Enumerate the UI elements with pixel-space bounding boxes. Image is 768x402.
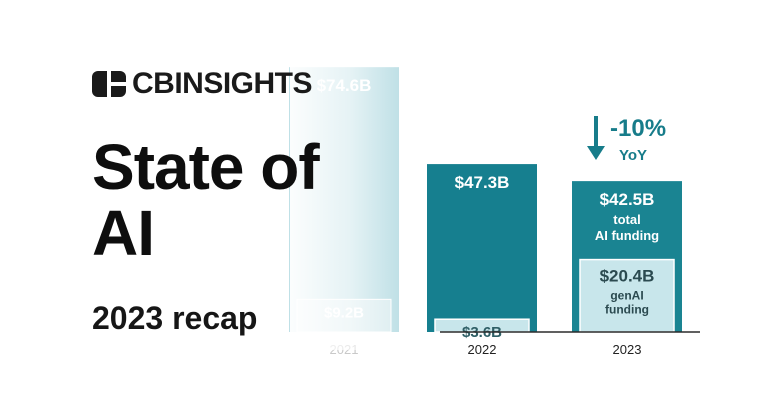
x-tick-label-2022: 2022 <box>468 342 497 357</box>
page-title: State of AI <box>92 131 320 269</box>
total-funding-label-line-2: AI funding <box>595 228 659 243</box>
genai-funding-label-line-1: genAI <box>610 289 643 303</box>
brand-name: CBINSIGHTS <box>132 67 313 100</box>
yoy-change-period: YoY <box>619 147 647 164</box>
x-tick-label-2023: 2023 <box>613 342 642 357</box>
total-value-label-2023: $42.5B <box>600 190 655 209</box>
total-funding-label-line-1: total <box>613 212 640 227</box>
cb-insights-logo: CBINSIGHTS <box>92 66 313 102</box>
subtitle: 2023 recap <box>92 300 258 336</box>
text-fade-overlay <box>290 60 400 350</box>
title-line-2: AI <box>92 197 155 269</box>
down-arrow-icon <box>587 146 605 160</box>
cb-insights-logo-icon <box>92 71 126 97</box>
genai-funding-label-line-2: funding <box>605 303 649 317</box>
total-bar-2022 <box>427 164 537 332</box>
total-value-label-2022: $47.3B <box>455 173 510 192</box>
yoy-change-value: -10% <box>610 115 666 142</box>
title-line-1: State of <box>92 131 320 203</box>
genai-value-label-2022: $3.6B <box>462 324 502 341</box>
genai-value-label-2023: $20.4B <box>600 267 655 286</box>
